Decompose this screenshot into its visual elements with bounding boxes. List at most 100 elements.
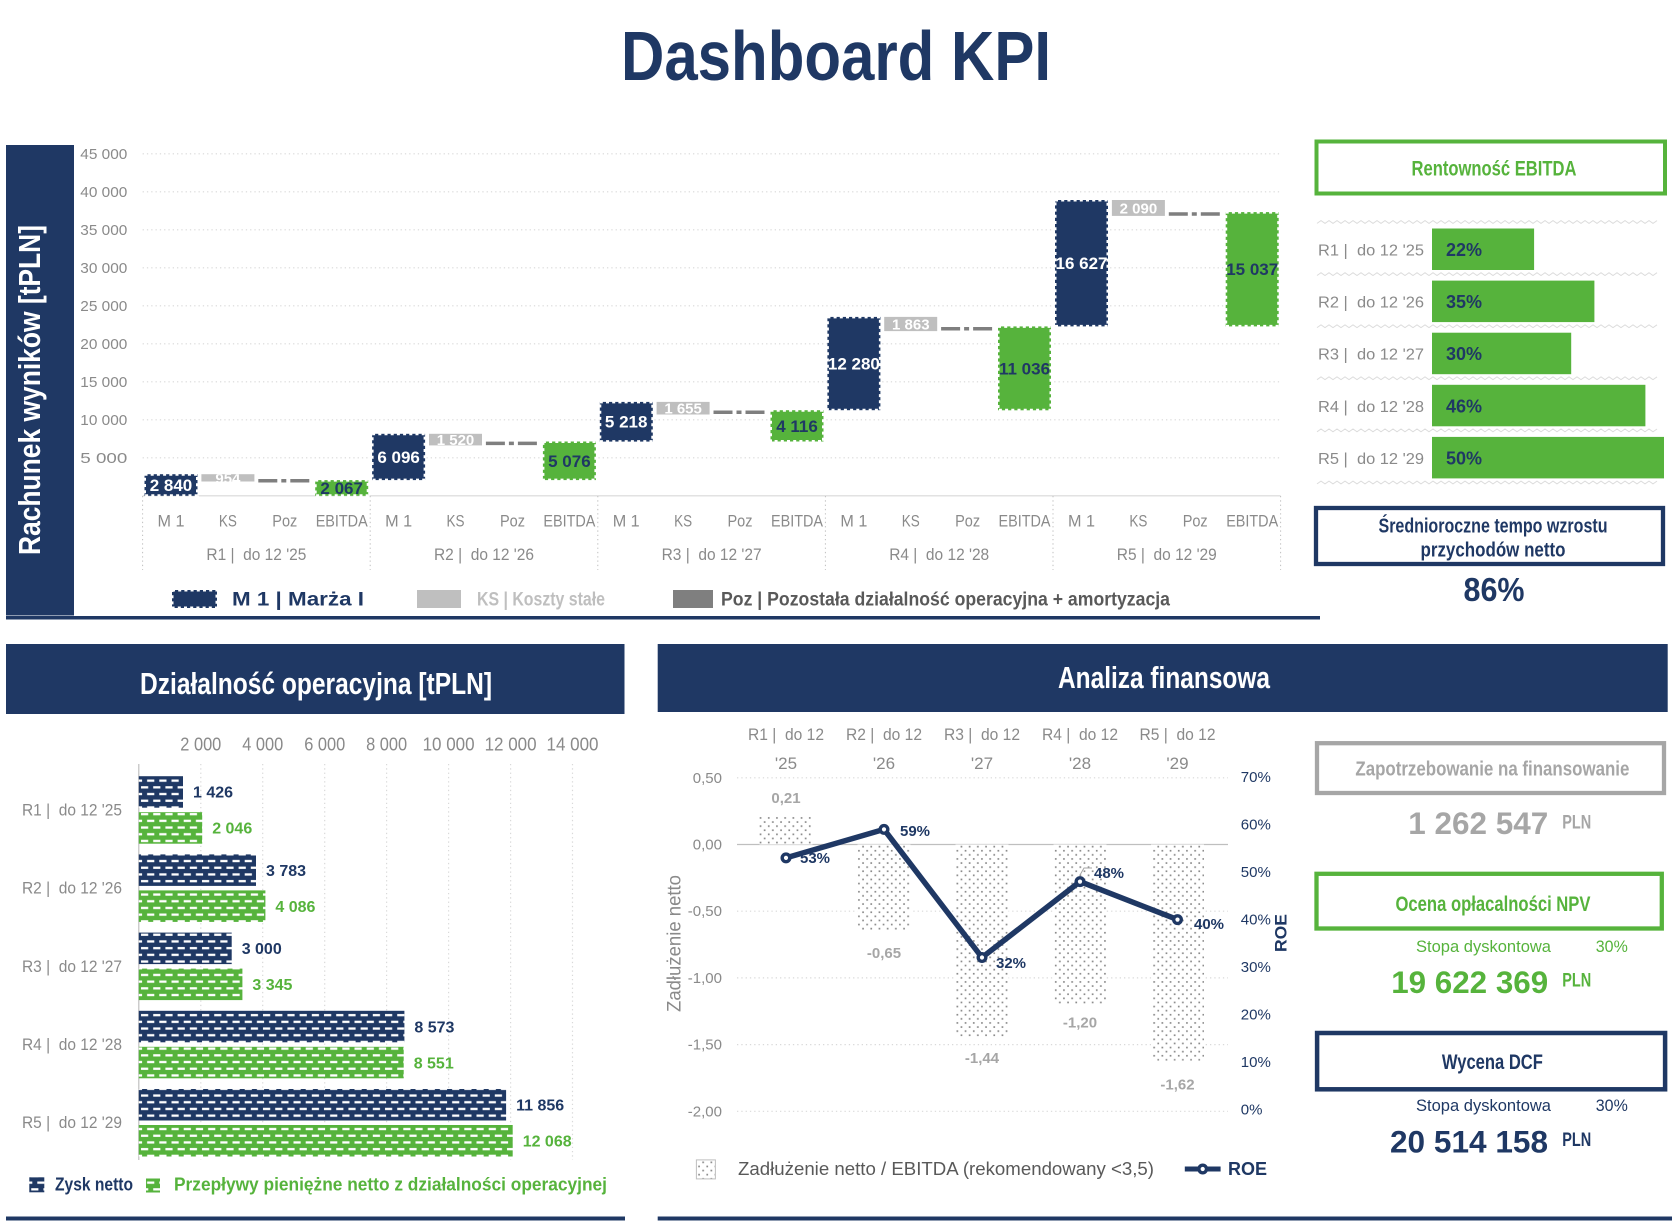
svg-text:50%: 50%	[1446, 448, 1482, 468]
svg-text:30 000: 30 000	[80, 260, 127, 277]
svg-text:1 863: 1 863	[892, 317, 930, 334]
svg-text:R5 | do 12 '29: R5 | do 12 '29	[22, 1113, 122, 1132]
svg-text:M 1: M 1	[840, 512, 867, 531]
svg-text:Zadłużenie netto: Zadłużenie netto	[665, 875, 686, 1012]
svg-text:1 520: 1 520	[437, 432, 475, 449]
svg-text:-1,20: -1,20	[1063, 1015, 1097, 1032]
svg-text:przychodów netto: przychodów netto	[1421, 540, 1566, 562]
svg-text:Analiza finansowa: Analiza finansowa	[1058, 660, 1271, 695]
svg-text:PLN: PLN	[1562, 1129, 1591, 1151]
svg-text:KS: KS	[219, 512, 237, 531]
svg-text:8 551: 8 551	[414, 1055, 454, 1072]
svg-text:EBITDA: EBITDA	[543, 512, 596, 531]
svg-text:-1,62: -1,62	[1160, 1077, 1194, 1094]
svg-text:5 218: 5 218	[605, 413, 648, 432]
svg-text:30%: 30%	[1241, 959, 1271, 976]
svg-text:Zysk netto: Zysk netto	[55, 1175, 133, 1195]
svg-text:R4 | do 12 '28: R4 | do 12 '28	[889, 545, 989, 564]
svg-text:R3 | do 12: R3 | do 12	[944, 725, 1020, 744]
svg-text:EBITDA: EBITDA	[999, 512, 1052, 531]
svg-text:R4 | do 12 '28: R4 | do 12 '28	[22, 1035, 122, 1054]
svg-text:15 000: 15 000	[80, 374, 127, 391]
svg-text:4 000: 4 000	[242, 735, 283, 755]
svg-text:PLN: PLN	[1562, 970, 1591, 992]
svg-text:Średnioroczne tempo wzrostu: Średnioroczne tempo wzrostu	[1379, 514, 1608, 538]
svg-text:KS: KS	[674, 512, 692, 531]
svg-text:40 000: 40 000	[80, 184, 127, 201]
svg-text:PLN: PLN	[1562, 812, 1591, 834]
svg-text:3 783: 3 783	[266, 863, 306, 880]
svg-text:46%: 46%	[1446, 396, 1482, 416]
svg-text:Poz | Pozostała działalność op: Poz | Pozostała działalność operacyjna +…	[721, 590, 1170, 611]
svg-text:Poz: Poz	[1183, 512, 1208, 531]
svg-text:1 262 547: 1 262 547	[1408, 805, 1548, 841]
svg-text:45 000: 45 000	[80, 146, 127, 163]
svg-text:25 000: 25 000	[80, 298, 127, 315]
svg-text:3 000: 3 000	[242, 941, 282, 958]
svg-text:Przepływy pieniężne netto z dz: Przepływy pieniężne netto z działalności…	[174, 1175, 607, 1195]
svg-text:0,00: 0,00	[693, 837, 722, 854]
svg-text:R2 | do 12 '26: R2 | do 12 '26	[434, 545, 534, 564]
svg-text:12 068: 12 068	[523, 1134, 572, 1151]
svg-text:0,50: 0,50	[693, 770, 722, 787]
svg-text:2 046: 2 046	[212, 821, 252, 838]
svg-text:Rachunek wyników [tPLN]: Rachunek wyników [tPLN]	[12, 225, 47, 555]
svg-text:Dashboard KPI: Dashboard KPI	[621, 17, 1051, 95]
svg-text:R1 | do 12 '25: R1 | do 12 '25	[206, 545, 306, 564]
svg-text:2 067: 2 067	[320, 479, 363, 498]
svg-text:R2 | do 12 '26: R2 | do 12 '26	[1318, 295, 1424, 312]
svg-text:10 000: 10 000	[423, 735, 475, 755]
svg-text:Wycena DCF: Wycena DCF	[1442, 1051, 1543, 1074]
svg-text:'26: '26	[873, 754, 895, 773]
svg-text:2 000: 2 000	[180, 735, 221, 755]
svg-text:M 1: M 1	[158, 512, 185, 531]
svg-text:4 086: 4 086	[275, 899, 315, 916]
svg-text:5 076: 5 076	[548, 452, 591, 471]
svg-text:19 622 369: 19 622 369	[1391, 964, 1548, 1000]
svg-text:KS: KS	[902, 512, 920, 531]
svg-text:Zapotrzebowanie na finansowani: Zapotrzebowanie na finansowanie	[1355, 759, 1629, 781]
svg-text:R1 | do 12 '25: R1 | do 12 '25	[22, 801, 122, 820]
svg-text:6 096: 6 096	[377, 448, 420, 467]
svg-text:R3 | do 12 '27: R3 | do 12 '27	[1318, 347, 1424, 364]
svg-text:-2,00: -2,00	[688, 1103, 722, 1120]
svg-text:12 000: 12 000	[485, 735, 537, 755]
svg-text:EBITDA: EBITDA	[1226, 512, 1279, 531]
svg-text:10 000: 10 000	[80, 412, 127, 429]
svg-text:6 000: 6 000	[304, 735, 345, 755]
svg-text:R2 | do 12 '26: R2 | do 12 '26	[22, 879, 122, 898]
svg-text:35 000: 35 000	[80, 222, 127, 239]
svg-text:M 1: M 1	[613, 512, 640, 531]
svg-text:R3 | do 12 '27: R3 | do 12 '27	[22, 957, 122, 976]
svg-text:R5 | do 12: R5 | do 12	[1140, 725, 1216, 744]
svg-text:40%: 40%	[1194, 916, 1224, 933]
svg-text:15 037: 15 037	[1226, 260, 1278, 279]
svg-text:30%: 30%	[1596, 938, 1628, 956]
svg-text:2 090: 2 090	[1120, 200, 1158, 217]
svg-text:86%: 86%	[1464, 571, 1525, 608]
svg-text:20%: 20%	[1241, 1007, 1271, 1024]
svg-text:30%: 30%	[1446, 344, 1482, 364]
svg-text:3 345: 3 345	[252, 977, 292, 994]
svg-text:30%: 30%	[1596, 1097, 1628, 1115]
svg-text:Poz: Poz	[728, 512, 753, 531]
svg-text:59%: 59%	[900, 823, 930, 840]
svg-text:-1,00: -1,00	[688, 970, 722, 987]
svg-text:1 655: 1 655	[664, 401, 702, 418]
svg-text:60%: 60%	[1241, 817, 1271, 834]
svg-text:'25: '25	[775, 754, 797, 773]
svg-text:Rentowność EBITDA: Rentowność EBITDA	[1412, 158, 1577, 181]
svg-text:'29: '29	[1166, 754, 1188, 773]
svg-text:R1 | do 12 '25: R1 | do 12 '25	[1318, 243, 1424, 260]
svg-text:R2 | do 12: R2 | do 12	[846, 725, 922, 744]
svg-text:Działalność operacyjna [tPLN]: Działalność operacyjna [tPLN]	[140, 666, 492, 701]
svg-text:954: 954	[215, 470, 241, 487]
svg-text:50%: 50%	[1241, 864, 1271, 881]
svg-text:48%: 48%	[1094, 865, 1124, 882]
svg-text:M 1: M 1	[385, 512, 412, 531]
svg-text:14 000: 14 000	[547, 735, 599, 755]
svg-text:11 036: 11 036	[999, 359, 1050, 378]
svg-text:5 000: 5 000	[80, 450, 127, 467]
svg-text:Zadłużenie netto / EBITDA (rek: Zadłużenie netto / EBITDA (rekomendowany…	[738, 1159, 1154, 1179]
svg-text:Poz: Poz	[272, 512, 297, 531]
